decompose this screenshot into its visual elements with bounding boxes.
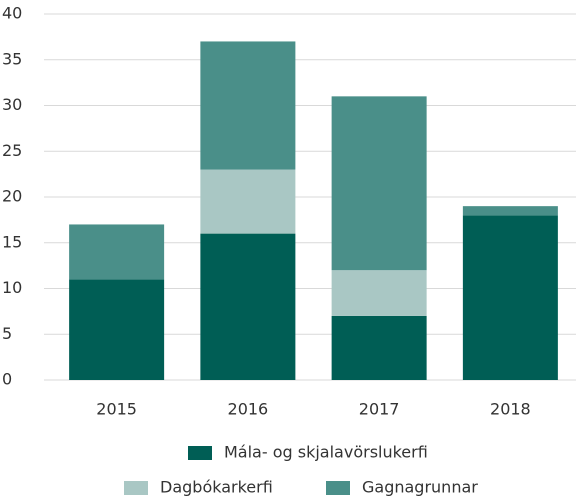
y-tick-label: 0 (2, 370, 12, 389)
bar-segment (331, 96, 427, 271)
y-tick-label: 15 (2, 232, 22, 251)
x-tick-label: 2017 (359, 400, 400, 419)
legend-label: Gagnagrunnar (362, 478, 478, 497)
y-tick-label: 25 (2, 141, 22, 160)
y-tick-label: 30 (2, 95, 22, 114)
legend-swatch (124, 481, 148, 495)
y-tick-label: 20 (2, 187, 22, 206)
bar-segment (200, 41, 296, 170)
legend-label: Mála- og skjalavörslukerfi (224, 443, 428, 462)
x-tick-label: 2016 (228, 400, 269, 419)
legend-swatch (326, 481, 350, 495)
x-tick-label: 2018 (490, 400, 531, 419)
bar-segment (462, 215, 558, 380)
bar-segment (331, 315, 427, 380)
bar-segment (200, 233, 296, 380)
legend-swatch (188, 446, 212, 460)
y-tick-label: 35 (2, 49, 22, 68)
y-tick-label: 40 (2, 4, 22, 23)
y-tick-label: 5 (2, 324, 12, 343)
bar-segment (69, 224, 165, 280)
y-tick-label: 10 (2, 278, 22, 297)
bar-segment (69, 279, 165, 380)
bar-segment (331, 270, 427, 316)
x-tick-label: 2015 (96, 400, 137, 419)
legend-label: Dagbókarkerfi (160, 478, 273, 497)
bar-segment (200, 169, 296, 234)
bar-segment (462, 206, 558, 216)
